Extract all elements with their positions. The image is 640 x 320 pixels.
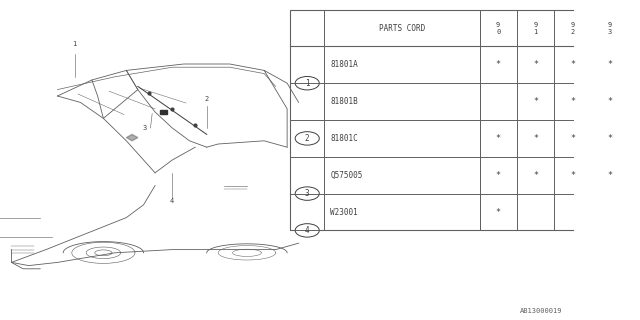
Text: 81801B: 81801B xyxy=(330,97,358,106)
Text: *: * xyxy=(533,134,538,143)
Text: AB13000019: AB13000019 xyxy=(520,308,563,314)
Text: *: * xyxy=(533,60,538,69)
Text: 9
2: 9 2 xyxy=(571,21,575,35)
Text: *: * xyxy=(607,171,612,180)
Text: *: * xyxy=(570,134,575,143)
Circle shape xyxy=(295,224,319,237)
Text: *: * xyxy=(607,60,612,69)
Text: 81801C: 81801C xyxy=(330,134,358,143)
Text: *: * xyxy=(570,97,575,106)
Text: 81801A: 81801A xyxy=(330,60,358,69)
Text: PARTS CORD: PARTS CORD xyxy=(379,23,425,33)
Text: 1: 1 xyxy=(305,79,310,88)
Circle shape xyxy=(295,76,319,90)
Text: 4: 4 xyxy=(305,226,310,235)
Text: *: * xyxy=(570,171,575,180)
Text: *: * xyxy=(570,60,575,69)
Circle shape xyxy=(295,187,319,200)
Text: W23001: W23001 xyxy=(330,207,358,217)
Text: Q575005: Q575005 xyxy=(330,171,363,180)
Text: 1: 1 xyxy=(72,41,77,47)
Text: *: * xyxy=(533,171,538,180)
Text: *: * xyxy=(495,207,500,217)
Text: 4: 4 xyxy=(170,198,175,204)
Text: 9
0: 9 0 xyxy=(496,21,500,35)
Text: 2: 2 xyxy=(205,96,209,102)
Text: *: * xyxy=(533,97,538,106)
Bar xyxy=(290,10,640,230)
Text: *: * xyxy=(607,134,612,143)
Text: *: * xyxy=(495,60,500,69)
Text: 3: 3 xyxy=(143,124,147,131)
Polygon shape xyxy=(126,134,138,141)
Text: *: * xyxy=(495,171,500,180)
Text: 2: 2 xyxy=(305,134,310,143)
Circle shape xyxy=(295,132,319,145)
Text: 9
1: 9 1 xyxy=(533,21,538,35)
Bar xyxy=(159,110,166,114)
Text: *: * xyxy=(607,97,612,106)
Text: 9
3: 9 3 xyxy=(608,21,612,35)
Text: *: * xyxy=(495,134,500,143)
Text: 3: 3 xyxy=(305,189,310,198)
